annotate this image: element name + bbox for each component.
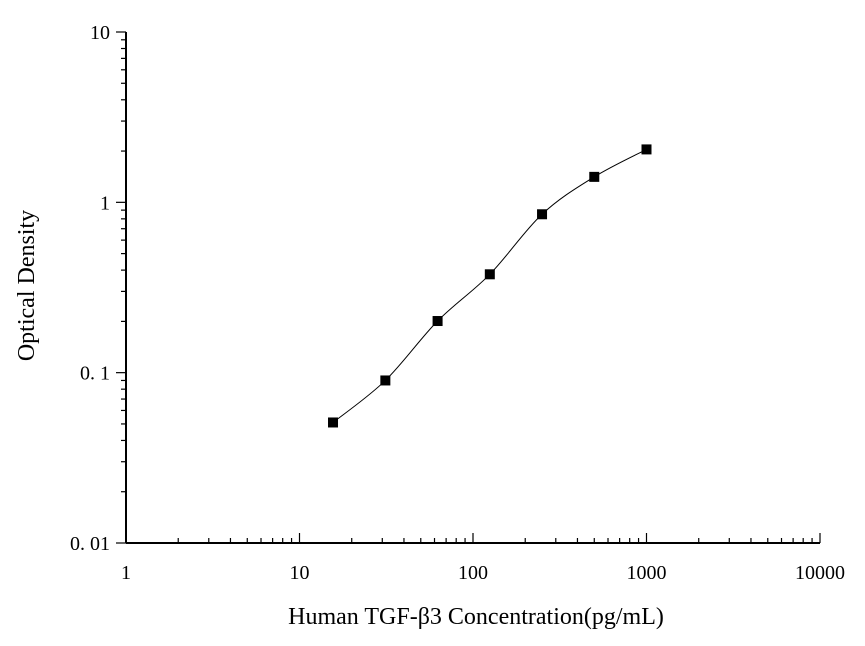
- data-point-marker: [380, 375, 391, 386]
- x-tick-label: 100: [458, 562, 488, 584]
- axes: [125, 32, 820, 544]
- y-tick-label: 1: [100, 192, 110, 214]
- tick-labels: 1 10 100 1000 10000 0. 01 0. 1 1 10: [70, 22, 845, 584]
- x-tick-label: 1000: [627, 562, 667, 584]
- tick-marks: [116, 31, 821, 544]
- data-point-marker: [484, 269, 495, 280]
- series-line: [332, 148, 647, 423]
- y-axis-title: Optical Density: [14, 210, 40, 361]
- x-tick-label: 10: [290, 562, 310, 584]
- data-point-marker: [328, 417, 339, 428]
- data-point-marker: [432, 316, 443, 327]
- data-point-marker: [589, 171, 600, 182]
- data-point-marker: [641, 144, 652, 155]
- data-series: [328, 144, 652, 428]
- x-tick-label: 10000: [795, 562, 845, 584]
- x-axis-title: Human TGF-β3 Concentration(pg/mL): [288, 604, 664, 630]
- y-tick-label: 0. 01: [70, 533, 110, 555]
- x-tick-label: 1: [121, 562, 131, 584]
- data-point-marker: [537, 209, 548, 220]
- y-tick-label: 10: [90, 22, 110, 44]
- y-tick-label: 0. 1: [80, 363, 110, 385]
